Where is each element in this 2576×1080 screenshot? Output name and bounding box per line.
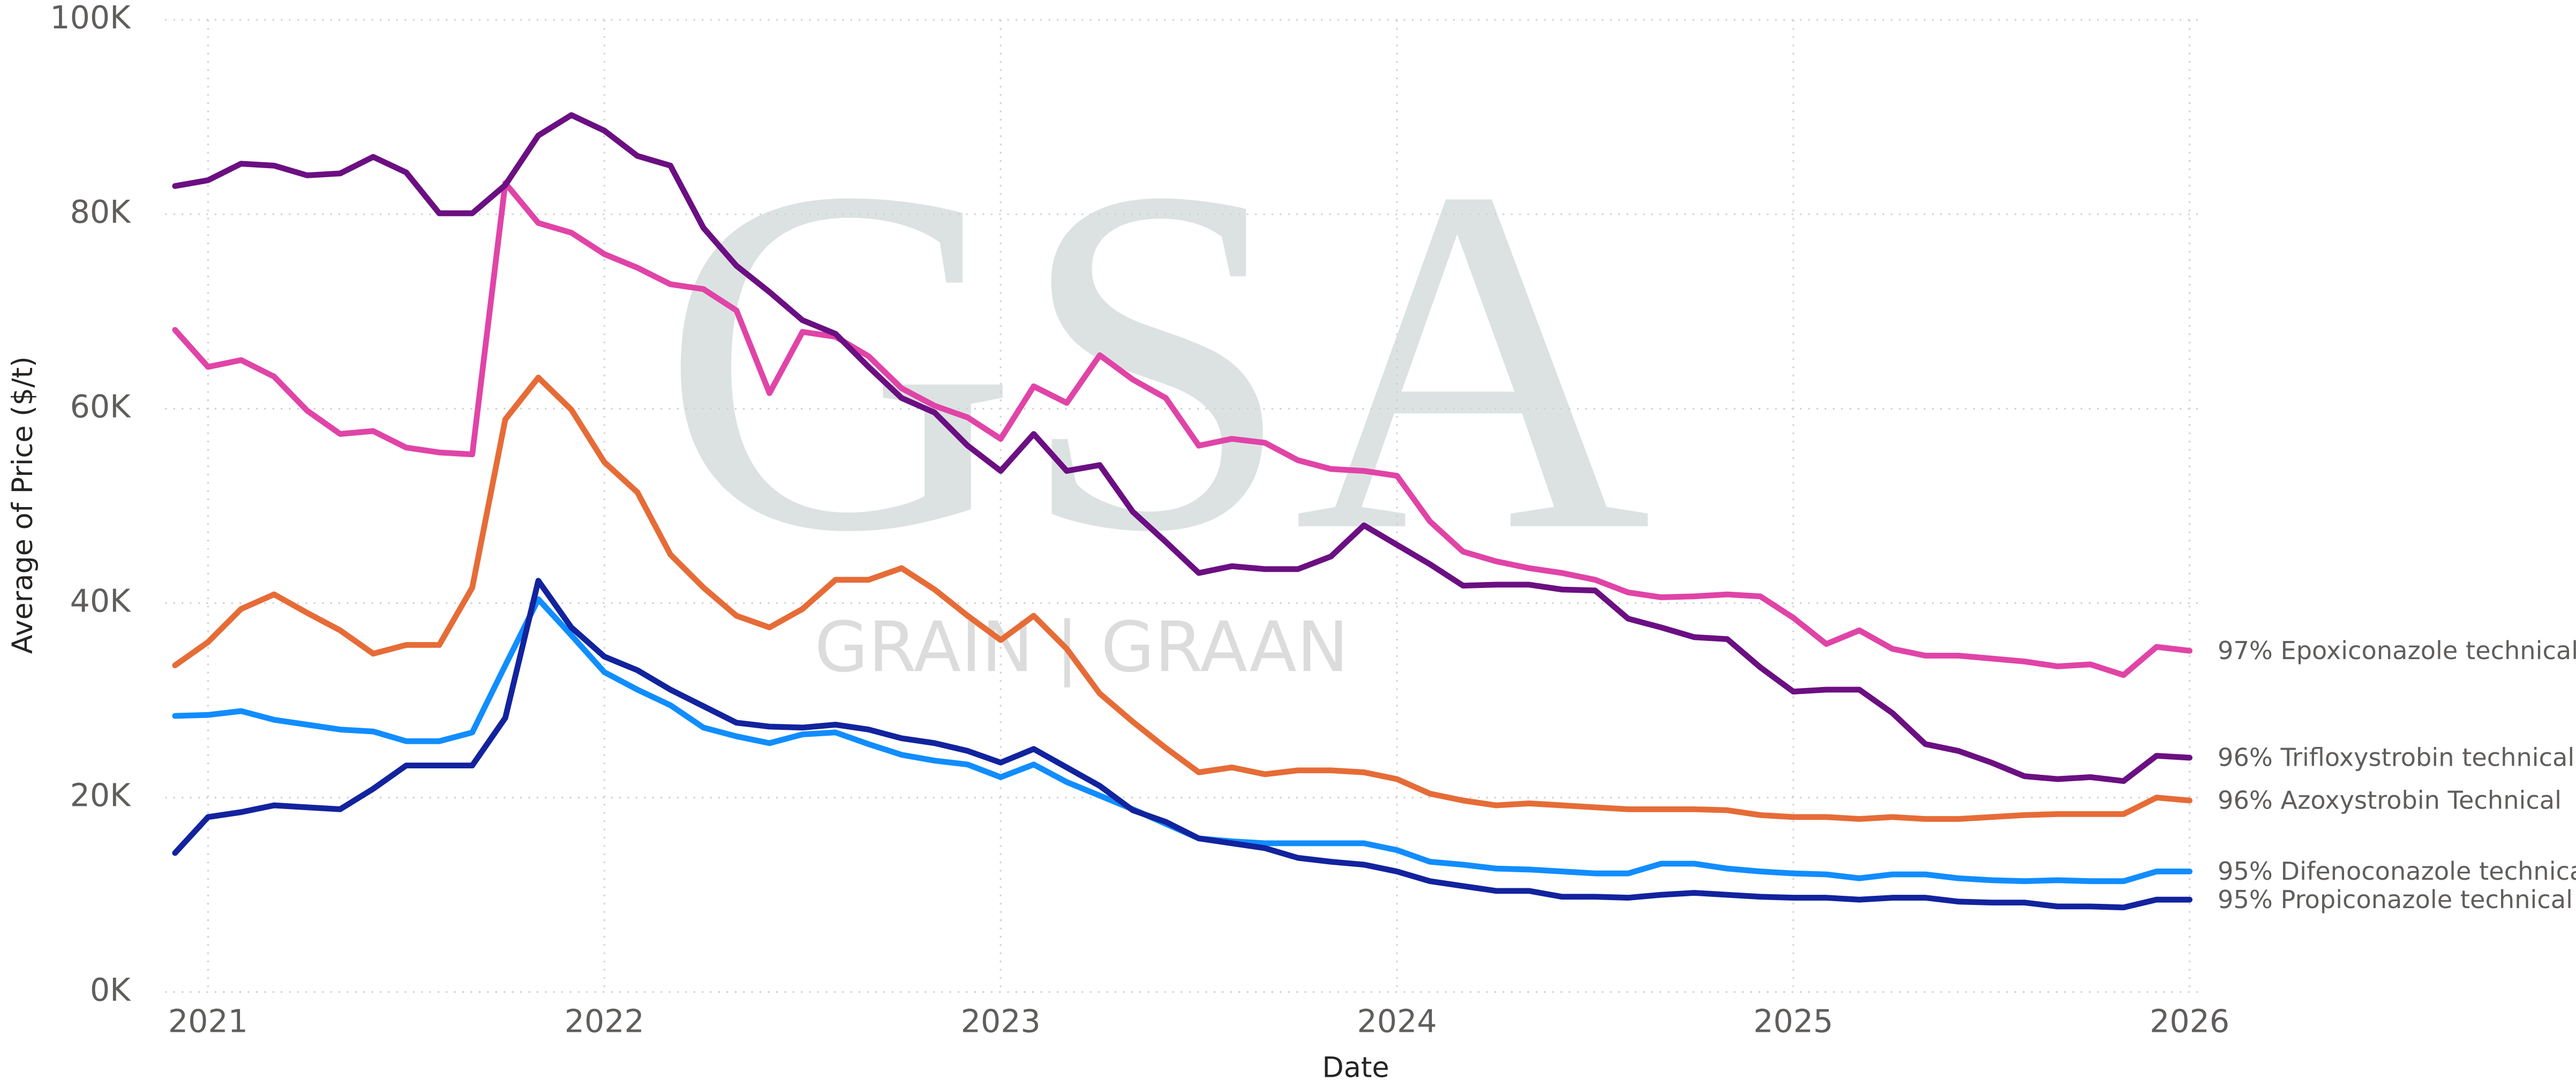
y-tick-label: 40K	[70, 583, 132, 620]
series-label: 96% Azoxystrobin Technical	[2218, 786, 2562, 815]
series-label: 95% Propiconazole technical	[2218, 885, 2573, 914]
series-line	[172, 180, 2193, 678]
series-label: 97% Epoxiconazole technical	[2218, 636, 2576, 665]
x-tick-label: 2026	[2150, 1003, 2229, 1039]
series-line	[172, 112, 2193, 784]
x-tick-label: 2024	[1357, 1003, 1437, 1039]
series-label: 95% Difenoconazole technical	[2218, 857, 2576, 886]
watermark-text: GRAIN | GRAAN	[815, 607, 1349, 688]
y-tick-label: 60K	[70, 388, 132, 425]
y-tick-label: 20K	[70, 777, 132, 814]
series-line	[172, 578, 2193, 911]
y-tick-label: 0K	[90, 972, 131, 1008]
x-axis-label: Date	[1322, 1052, 1389, 1080]
y-tick-label: 80K	[70, 194, 132, 230]
y-tick-label: 100K	[50, 0, 131, 36]
x-tick-label: 2025	[1753, 1003, 1833, 1039]
series-line	[172, 374, 2193, 822]
x-tick-label: 2023	[961, 1003, 1041, 1039]
y-axis-label: Average of Price ($/t)	[6, 356, 39, 654]
x-tick-label: 2022	[565, 1003, 644, 1039]
x-tick-label: 2021	[168, 1003, 248, 1039]
watermark-logo: GSA	[660, 86, 1651, 634]
series-label: 96% Trifloxystrobin technical	[2218, 743, 2574, 772]
